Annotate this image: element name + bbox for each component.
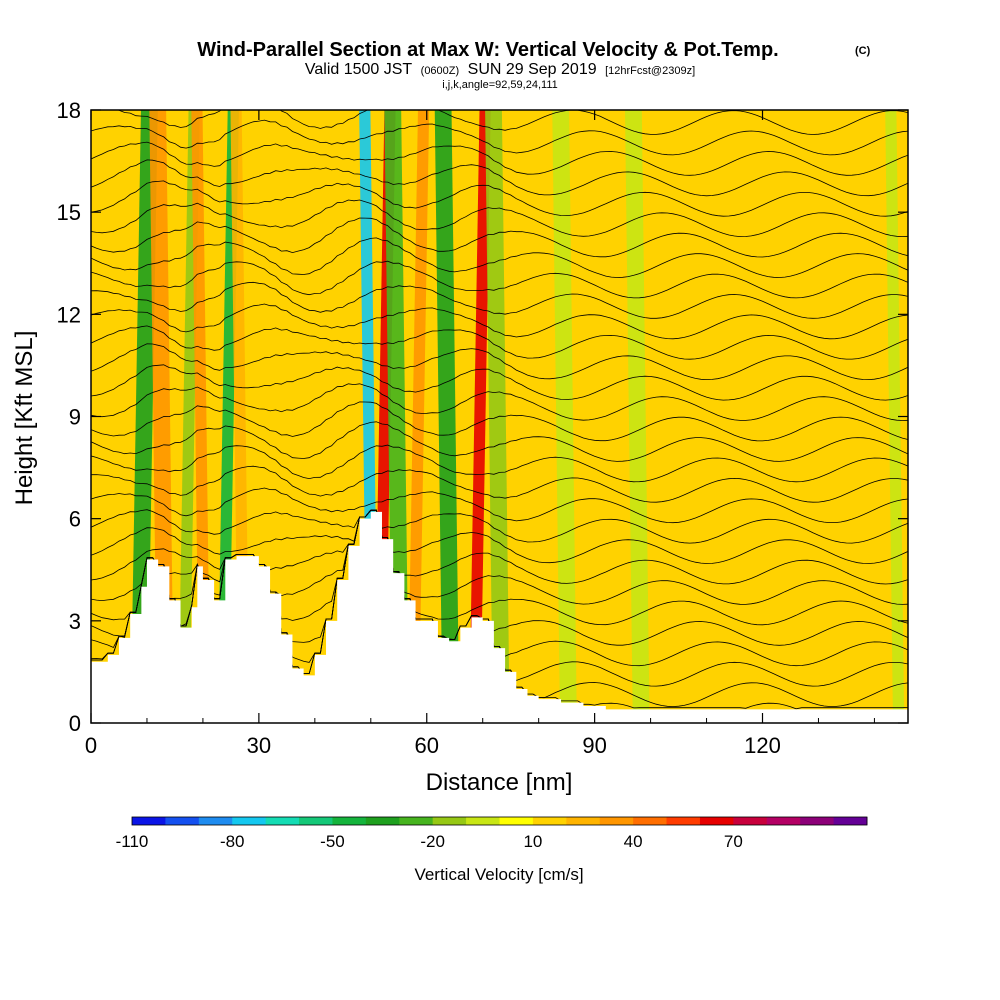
colorbar-label: Vertical Velocity [cm/s] bbox=[414, 865, 583, 884]
x-tick-label: 30 bbox=[247, 733, 271, 758]
colorbar-swatch bbox=[499, 817, 534, 825]
potential-temperature-contours bbox=[91, 110, 908, 710]
y-tick-label: 3 bbox=[69, 609, 81, 634]
colorbar-tick-label: -80 bbox=[220, 832, 245, 851]
colorbar-swatch bbox=[666, 817, 701, 825]
theta-contour bbox=[91, 159, 908, 197]
subtitle-zulu: (0600Z) bbox=[421, 65, 460, 77]
y-tick-label: 0 bbox=[69, 711, 81, 736]
colorbar-tick-label: 40 bbox=[624, 832, 643, 851]
x-tick-label: 0 bbox=[85, 733, 97, 758]
theta-contour bbox=[91, 509, 908, 564]
x-axis: 0 30 60 90 120 bbox=[85, 110, 875, 758]
colorbar-swatch bbox=[265, 817, 300, 825]
colorbar-tick-label: 10 bbox=[523, 832, 542, 851]
velocity-band bbox=[776, 110, 801, 723]
subtitle-valid: Valid 1500 JST bbox=[305, 61, 413, 78]
colorbar-swatch bbox=[599, 817, 634, 825]
y-tick-label: 6 bbox=[69, 507, 81, 532]
colorbar-swatch bbox=[532, 817, 567, 825]
colorbar-swatch bbox=[198, 817, 233, 825]
y-tick-label: 9 bbox=[69, 405, 81, 430]
y-tick-label: 18 bbox=[57, 98, 81, 123]
theta-contour bbox=[91, 383, 908, 421]
colorbar-swatch bbox=[432, 817, 467, 825]
subtitle-fcst: [12hrFcst@2309z] bbox=[605, 65, 695, 77]
colorbar-tick-label: -20 bbox=[420, 832, 445, 851]
colorbar-swatch bbox=[699, 817, 734, 825]
y-axis: 0 3 6 9 12 15 18 bbox=[57, 98, 908, 736]
theta-contour bbox=[91, 119, 908, 156]
theta-contour bbox=[91, 217, 908, 258]
colorbar-swatch bbox=[833, 817, 868, 825]
theta-contour bbox=[91, 325, 908, 360]
theta-contour bbox=[91, 465, 908, 503]
colorbar-swatch bbox=[566, 817, 601, 825]
colorbar-swatch bbox=[365, 817, 400, 825]
colorbar-swatch bbox=[232, 817, 267, 825]
velocity-band bbox=[625, 110, 650, 723]
colorbar-swatch bbox=[733, 817, 768, 825]
x-axis-label: Distance [nm] bbox=[426, 769, 573, 796]
theta-contour bbox=[91, 281, 908, 319]
colorbar-ticks: -110 -80 -50 -20 10 40 70 bbox=[116, 832, 743, 851]
colorbar-swatch bbox=[399, 817, 434, 825]
theta-contour bbox=[91, 141, 908, 176]
theta-contour bbox=[91, 509, 908, 544]
colorbar-swatch bbox=[132, 817, 166, 825]
colorbar-tick-label: -110 bbox=[116, 832, 149, 851]
colorbar-swatch bbox=[466, 817, 500, 825]
theta-contour bbox=[91, 401, 908, 442]
theta-contour bbox=[91, 343, 908, 381]
plot-area bbox=[91, 110, 908, 723]
theta-contour bbox=[91, 303, 908, 340]
theta-contour bbox=[114, 110, 908, 135]
colorbar bbox=[131, 816, 868, 826]
theta-contour bbox=[91, 260, 908, 299]
title-mark: (C) bbox=[855, 45, 871, 57]
terrain-mask bbox=[91, 511, 908, 723]
velocity-band bbox=[407, 110, 430, 723]
velocity-band bbox=[130, 110, 158, 723]
colorbar-swatch bbox=[766, 817, 801, 825]
velocity-band bbox=[885, 110, 905, 723]
velocity-band bbox=[318, 110, 340, 723]
velocity-band bbox=[469, 110, 491, 723]
colorbar-swatch bbox=[633, 817, 668, 825]
velocity-band bbox=[695, 110, 723, 723]
theta-contour bbox=[91, 444, 908, 483]
y-tick-label: 15 bbox=[57, 200, 81, 225]
colorbar-swatch bbox=[165, 817, 200, 825]
velocity-band bbox=[434, 110, 460, 723]
colorbar-swatch bbox=[299, 817, 333, 825]
chart-title: Wind-Parallel Section at Max W: Vertical… bbox=[197, 39, 778, 61]
chart-subtitle: Valid 1500 JST (0600Z) SUN 29 Sep 2019 [… bbox=[305, 61, 695, 78]
theta-contour bbox=[91, 180, 908, 217]
theta-contour bbox=[91, 199, 908, 238]
colorbar-tick-label: -50 bbox=[320, 832, 345, 851]
x-tick-label: 120 bbox=[744, 733, 781, 758]
colorbar-swatch bbox=[332, 817, 367, 825]
colorbar-swatch bbox=[800, 817, 835, 825]
subtitle-date: SUN 29 Sep 2019 bbox=[468, 61, 597, 78]
theta-contour bbox=[91, 237, 908, 278]
velocity-band bbox=[852, 110, 880, 723]
theta-contour bbox=[91, 509, 908, 585]
x-tick-label: 90 bbox=[582, 733, 606, 758]
x-tick-label: 60 bbox=[415, 733, 439, 758]
y-tick-label: 12 bbox=[57, 302, 81, 327]
colorbar-frame bbox=[131, 816, 868, 826]
velocity-band bbox=[191, 110, 211, 723]
theta-contour bbox=[91, 421, 908, 462]
velocity-band bbox=[597, 110, 620, 723]
colorbar-tick-label: 70 bbox=[724, 832, 743, 851]
theta-contour bbox=[91, 364, 908, 401]
y-axis-label: Height [Kft MSL] bbox=[11, 331, 38, 506]
theta-contour bbox=[91, 487, 908, 524]
chart-subtitle-indices: i,j,k,angle=92,59,24,111 bbox=[442, 79, 558, 91]
